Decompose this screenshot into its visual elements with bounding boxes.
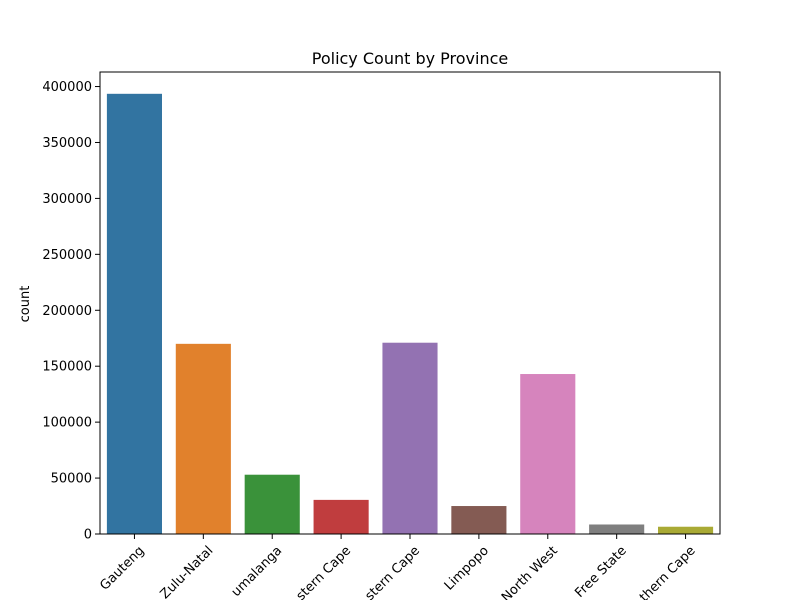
y-tick-label: 250000 — [42, 248, 92, 263]
x-tick-label: stern Cape — [294, 543, 355, 600]
x-tick-label: Free State — [572, 543, 629, 600]
x-axis-ticks: Gauteng Zulu-Natal umalanga stern Cape stern… — [97, 534, 699, 600]
bar-1 — [175, 343, 231, 534]
x-tick-label: North West — [499, 543, 561, 600]
x-tick-label: Limpopo — [442, 543, 492, 593]
y-tick-label: 300000 — [42, 192, 92, 207]
y-axis-ticks: 0 50000 100000 150000 200000 250000 300000 3500… — [42, 80, 100, 543]
bar-5 — [451, 506, 507, 534]
bar-2 — [244, 474, 300, 534]
x-tick-label: Gauteng — [97, 543, 147, 593]
x-tick-label: Zulu-Natal — [158, 543, 217, 600]
y-tick-label: 100000 — [42, 416, 92, 431]
x-tick-label: umalanga — [229, 543, 286, 600]
y-tick-label: 350000 — [42, 136, 92, 151]
x-tick-label: thern Cape — [637, 543, 699, 600]
bar-4 — [382, 342, 438, 534]
chart-title: Policy Count by Province — [312, 49, 509, 68]
y-tick-label: 50000 — [51, 472, 92, 487]
bar-7 — [589, 524, 645, 534]
y-tick-label: 0 — [84, 528, 92, 543]
y-tick-label: 150000 — [42, 360, 92, 375]
bar-0 — [106, 93, 162, 534]
bar-6 — [520, 374, 576, 534]
y-axis-label: count — [18, 286, 33, 323]
bar-3 — [313, 499, 369, 534]
y-tick-label: 200000 — [42, 304, 92, 319]
bars-group — [106, 93, 714, 534]
y-tick-label: 400000 — [42, 80, 92, 95]
plot-frame — [99, 71, 721, 535]
x-tick-label: stern Cape — [362, 543, 423, 600]
bar-8 — [658, 526, 714, 534]
